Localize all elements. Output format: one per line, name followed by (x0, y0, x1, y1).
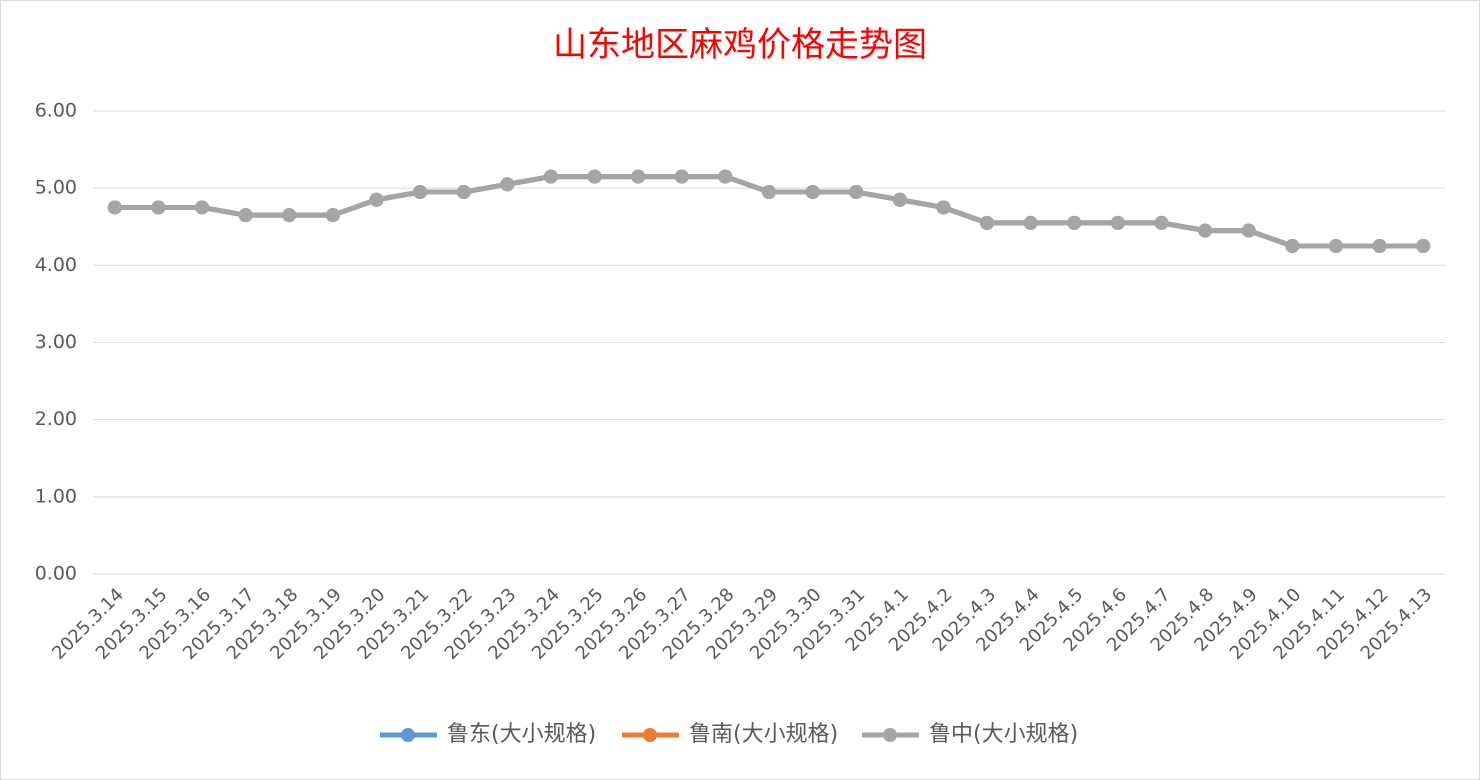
data-point (674, 169, 689, 184)
data-point (1241, 223, 1256, 238)
y-tick-label: 4.00 (35, 254, 77, 276)
data-point (849, 185, 864, 200)
legend-label: 鲁中(大小规格) (929, 722, 1078, 747)
data-point (1154, 215, 1169, 230)
data-point (282, 208, 297, 223)
data-point (631, 169, 646, 184)
legend-marker (883, 728, 897, 742)
y-tick-label: 2.00 (35, 408, 77, 430)
y-tick-label: 1.00 (35, 485, 77, 507)
data-point (369, 192, 384, 207)
data-point (1416, 239, 1431, 254)
data-point (805, 185, 820, 200)
data-point (718, 169, 733, 184)
data-point (543, 169, 558, 184)
data-point (762, 185, 776, 200)
legend-label: 鲁东(大小规格) (447, 722, 596, 747)
y-tick-label: 6.00 (35, 100, 77, 122)
y-tick-label: 3.00 (35, 331, 77, 353)
data-point (1067, 215, 1082, 230)
data-point (892, 192, 907, 207)
legend-marker (643, 728, 657, 742)
data-point (1198, 223, 1213, 238)
data-point (238, 208, 253, 223)
y-tick-label: 5.00 (35, 177, 77, 199)
y-tick-label: 0.00 (35, 563, 77, 585)
data-point (325, 208, 340, 223)
data-point (195, 200, 210, 215)
chart-title: 山东地区麻鸡价格走势图 (553, 25, 927, 65)
data-point (1285, 239, 1300, 254)
legend-label: 鲁南(大小规格) (689, 722, 838, 747)
data-point (980, 215, 995, 230)
data-point (413, 185, 428, 200)
data-point (1328, 239, 1343, 254)
data-point (936, 200, 951, 215)
data-point (151, 200, 166, 215)
data-point (500, 177, 515, 192)
legend-marker (401, 728, 415, 742)
data-point (1023, 215, 1038, 230)
data-point (587, 169, 602, 184)
data-point (1110, 215, 1125, 230)
data-point (107, 200, 122, 215)
data-point (456, 185, 471, 200)
data-point (1372, 239, 1387, 254)
